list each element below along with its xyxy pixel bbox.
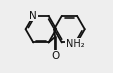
Text: N: N (29, 11, 37, 21)
Text: NH₂: NH₂ (65, 39, 84, 49)
Text: O: O (51, 51, 59, 61)
